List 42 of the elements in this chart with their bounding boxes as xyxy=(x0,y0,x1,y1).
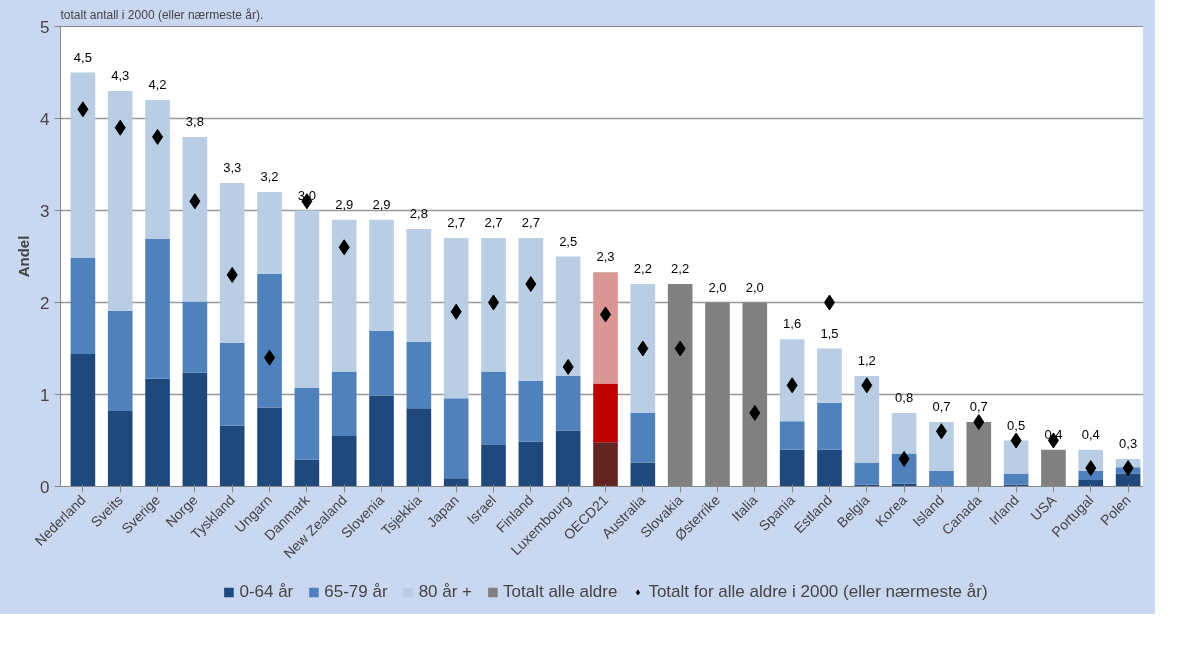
total-label: 3,2 xyxy=(260,169,279,185)
total-label: 2,5 xyxy=(559,233,578,249)
y-axis-title: Andel xyxy=(15,235,33,278)
y-tick-label: 1 xyxy=(40,385,50,405)
legend-label: 65-79 år xyxy=(324,582,388,602)
legend-label: 80 år + xyxy=(418,582,473,602)
y-tick-label: 4 xyxy=(40,109,50,129)
text: totalt antall i 2000 (eller nærmeste år). xyxy=(60,7,264,22)
total-label: 2,7 xyxy=(447,215,466,231)
total-label: 3,8 xyxy=(185,113,204,129)
total-label: 0,5 xyxy=(1007,417,1026,433)
total-label: 0,3 xyxy=(1119,435,1138,451)
y-tick-label: 0 xyxy=(40,477,50,497)
total-label: 3,3 xyxy=(223,159,242,175)
total-label: 1,5 xyxy=(820,325,839,341)
y-tick-label: 2 xyxy=(40,293,50,313)
y-tick-label: 5 xyxy=(40,17,50,37)
total-label: 0,7 xyxy=(932,399,951,415)
total-label: 2,7 xyxy=(521,215,540,231)
total-label: 4,2 xyxy=(148,77,167,93)
total-label: 2,0 xyxy=(708,279,727,295)
total-label: 2,2 xyxy=(671,261,690,277)
total-label: 3,0 xyxy=(297,187,316,203)
legend-label: Totalt alle aldre xyxy=(503,582,618,602)
total-label: 4,3 xyxy=(111,67,130,83)
total-label: 0,8 xyxy=(895,389,914,405)
total-label: 2,9 xyxy=(335,196,354,212)
legend-label: Totalt for alle aldre i 2000 (eller nærmeste år) xyxy=(648,582,988,602)
total-label: 4,5 xyxy=(73,49,92,65)
total-label: 2,0 xyxy=(745,279,764,295)
total-label: 0,4 xyxy=(1044,426,1063,442)
total-label: 2,7 xyxy=(484,215,503,231)
total-label: 2,8 xyxy=(409,205,428,221)
total-label: 0,7 xyxy=(969,399,988,415)
total-label: 1,6 xyxy=(783,316,802,332)
legend-label: 0-64 år xyxy=(239,582,294,602)
total-label: 0,4 xyxy=(1081,426,1100,442)
total-label: 2,9 xyxy=(372,196,391,212)
total-label: 2,3 xyxy=(596,249,615,265)
total-label: 1,2 xyxy=(857,353,876,369)
total-label: 2,2 xyxy=(633,261,652,277)
y-tick-label: 3 xyxy=(40,201,50,221)
